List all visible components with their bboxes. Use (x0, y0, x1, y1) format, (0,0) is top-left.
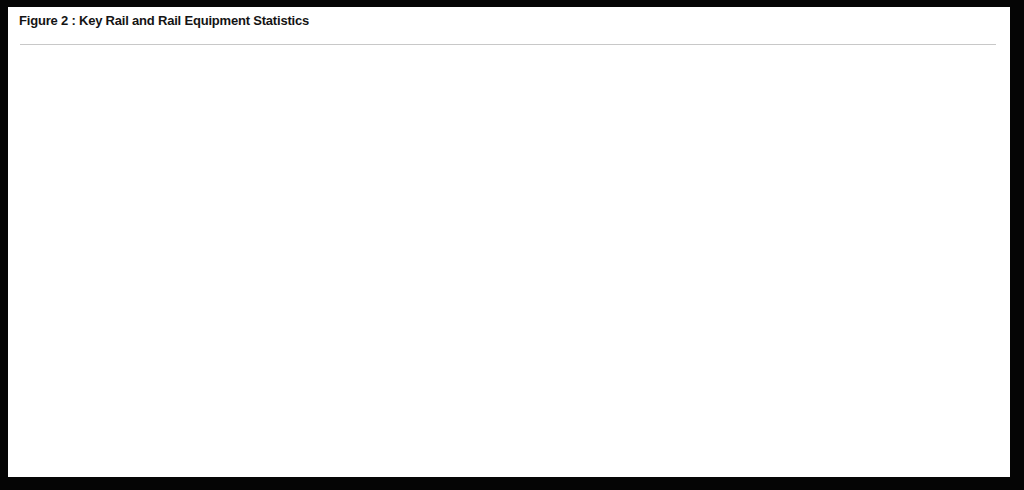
figure-title: Figure 2 : Key Rail and Rail Equipment S… (8, 7, 1010, 28)
figure-title-text: Key Rail and Rail Equipment Statistics (79, 13, 309, 28)
screenshot-root: { "title": { "prefix": "Figure 2 :", "te… (0, 0, 1024, 490)
report-page: Figure 2 : Key Rail and Rail Equipment S… (8, 7, 1010, 477)
figure-number-label: Figure 2 : (19, 13, 76, 28)
title-divider (20, 44, 996, 45)
